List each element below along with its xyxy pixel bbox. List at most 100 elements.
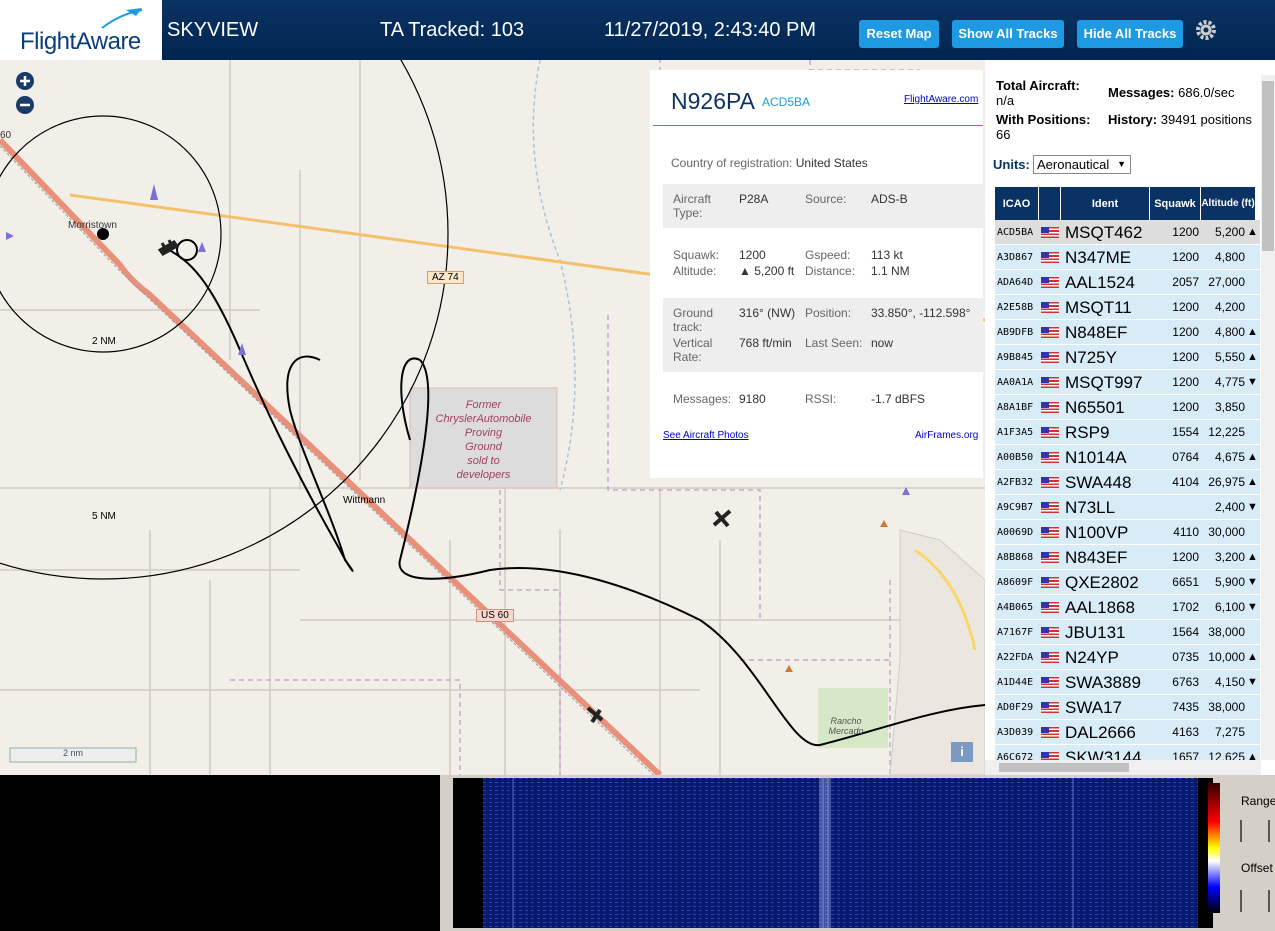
table-row[interactable]: A6C672 SKW3144 1657 12,625 ▲ bbox=[995, 745, 1260, 760]
flightaware-link[interactable]: FlightAware.com bbox=[904, 94, 979, 105]
table-row[interactable]: A1D44E SWA3889 6763 4,150 ▼ bbox=[995, 670, 1260, 695]
column-header[interactable]: Altitude (ft) bbox=[1201, 187, 1255, 220]
app-title: SKYVIEW bbox=[167, 19, 259, 41]
field-label: Position: bbox=[805, 306, 852, 320]
range-slider[interactable] bbox=[1240, 820, 1270, 842]
detail-group: Ground track: 316° (NW) Position: 33.850°, … bbox=[663, 298, 983, 372]
flag-icon bbox=[1041, 427, 1059, 438]
ident-cell: MSQT11 bbox=[1065, 298, 1132, 317]
stat-label: Messages: bbox=[1108, 85, 1175, 100]
field-label: Aircraft Type: bbox=[673, 192, 712, 220]
trend-cell: ▲ bbox=[1247, 326, 1258, 338]
table-row[interactable]: A8A1BF N65501 1200 3,850 bbox=[995, 395, 1260, 420]
column-header[interactable]: Ident bbox=[1061, 187, 1149, 220]
icao-cell: ACD5BA bbox=[997, 227, 1034, 238]
scale-bar: 2 nm bbox=[62, 748, 83, 758]
table-row[interactable]: A9B845 N725Y 1200 5,550 ▲ bbox=[995, 345, 1260, 370]
road-label: 60 bbox=[0, 130, 12, 141]
area-label-line: Proving bbox=[464, 427, 503, 439]
altitude-cell: 26,975 bbox=[1208, 475, 1245, 489]
spectrum-panel: Range Offset bbox=[440, 775, 1275, 931]
table-row[interactable]: A7167F JBU131 1564 38,000 bbox=[995, 620, 1260, 645]
flag-icon bbox=[1041, 702, 1059, 713]
altitude-cell: 30,000 bbox=[1208, 525, 1245, 539]
table-row[interactable]: A0069D N100VP 4110 30,000 bbox=[995, 520, 1260, 545]
ident-cell: MSQT997 bbox=[1065, 373, 1143, 392]
altitude-cell: 4,675 bbox=[1214, 450, 1245, 464]
table-row[interactable]: A8B868 N843EF 1200 3,200 ▲ bbox=[995, 545, 1260, 570]
field-value: 316° (NW) bbox=[739, 306, 796, 320]
icao-cell: A3D039 bbox=[997, 727, 1034, 738]
squawk-cell: 1564 bbox=[1172, 625, 1199, 639]
field-value: United States bbox=[795, 156, 868, 170]
photos-link[interactable]: See Aircraft Photos bbox=[663, 430, 749, 441]
table-row[interactable]: A9C9B7 N73LL 2,400 ▼ bbox=[995, 495, 1260, 520]
altitude-cell: 3,200 bbox=[1214, 550, 1245, 564]
zoom-buttons[interactable] bbox=[15, 71, 35, 115]
field-label: Ground track: bbox=[673, 306, 714, 334]
reset-map-button[interactable]: Reset Map bbox=[859, 20, 939, 48]
table-row[interactable]: ADA64D AAL1524 2057 27,000 bbox=[995, 270, 1260, 295]
field-value: P28A bbox=[739, 192, 769, 206]
squawk-cell: 4163 bbox=[1172, 725, 1199, 739]
ident-cell: AAL1868 bbox=[1065, 598, 1135, 617]
waterfall bbox=[453, 778, 1213, 928]
table-row[interactable]: A22FDA N24YP 0735 10,000 ▲ bbox=[995, 645, 1260, 670]
airframes-link[interactable]: AirFrames.org bbox=[915, 430, 979, 441]
offset-slider[interactable] bbox=[1240, 890, 1270, 912]
column-header[interactable]: Squawk bbox=[1150, 187, 1200, 220]
flag-canton bbox=[1041, 702, 1049, 708]
table-row[interactable]: A00B50 N1014A 0764 4,675 ▲ bbox=[995, 445, 1260, 470]
table-row[interactable]: AB9DFB N848EF 1200 4,800 ▲ bbox=[995, 320, 1260, 345]
flag-canton bbox=[1041, 327, 1049, 333]
ident-cell: RSP9 bbox=[1065, 423, 1110, 442]
trend-cell: ▼ bbox=[1247, 676, 1258, 688]
icao-cell: A9C9B7 bbox=[997, 502, 1034, 513]
icao-cell: A9B845 bbox=[997, 352, 1034, 363]
table-row[interactable]: AA0A1A MSQT997 1200 4,775 ▼ bbox=[995, 370, 1260, 395]
ident-cell: N848EF bbox=[1065, 323, 1128, 342]
logo-plane bbox=[101, 8, 143, 29]
squawk-cell: 6763 bbox=[1172, 675, 1199, 689]
column-header[interactable]: ICAO bbox=[995, 187, 1038, 220]
scrollbar[interactable] bbox=[1261, 75, 1275, 760]
show-tracks-button[interactable]: Show All Tracks bbox=[952, 20, 1064, 48]
flag-icon bbox=[1041, 527, 1059, 538]
flag-icon bbox=[1041, 402, 1059, 413]
flag-icon bbox=[1041, 502, 1059, 513]
table-row[interactable]: A3D867 N347ME 1200 4,800 bbox=[995, 245, 1260, 270]
table-row[interactable]: A4B065 AAL1868 1702 6,100 ▼ bbox=[995, 595, 1260, 620]
table-row[interactable]: A2FB32 SWA448 4104 26,975 ▲ bbox=[995, 470, 1260, 495]
flag-icon bbox=[1041, 552, 1059, 563]
units-select[interactable]: Aeronautical ▼ bbox=[1033, 155, 1131, 174]
icao-cell: A6C672 bbox=[997, 752, 1034, 760]
squawk-cell: 1200 bbox=[1172, 400, 1199, 414]
hide-tracks-button[interactable]: Hide All Tracks bbox=[1077, 20, 1183, 48]
flag-icon bbox=[1041, 627, 1059, 638]
table-row[interactable]: A3D039 DAL2666 4163 7,275 bbox=[995, 720, 1260, 745]
detail-row: Aircraft Type: P28A Source: ADS-B bbox=[673, 192, 973, 220]
ident-cell: N24YP bbox=[1065, 648, 1119, 667]
flag-icon bbox=[1041, 327, 1059, 338]
table-row[interactable]: A1F3A5 RSP9 1554 12,225 bbox=[995, 420, 1260, 445]
area-label-line: developers bbox=[456, 469, 511, 481]
field-value: 9180 bbox=[739, 392, 766, 406]
table-row[interactable]: AD0F29 SWA17 7435 38,000 bbox=[995, 695, 1260, 720]
altitude-cell: 6,100 bbox=[1214, 600, 1245, 614]
table-row[interactable]: A2E58B MSQT11 1200 4,200 bbox=[995, 295, 1260, 320]
settings-icon[interactable] bbox=[1195, 19, 1217, 41]
field-label: RSSI: bbox=[805, 392, 837, 406]
squawk-cell: 4110 bbox=[1173, 525, 1199, 539]
h-scrollbar[interactable] bbox=[985, 760, 1261, 775]
field-value: ADS-B bbox=[871, 192, 908, 206]
altitude-cell: 4,775 bbox=[1214, 375, 1245, 389]
aircraft-table: ACD5BA MSQT462 1200 5,200 ▲ A3D867 N347ME 1200 4… bbox=[985, 220, 1260, 760]
squawk-cell: 1200 bbox=[1172, 325, 1199, 339]
flag-canton bbox=[1041, 552, 1049, 558]
info-button[interactable]: i bbox=[951, 742, 973, 762]
altitude-cell: 3,850 bbox=[1214, 400, 1245, 414]
table-row[interactable]: A8609F QXE2802 6651 5,900 ▼ bbox=[995, 570, 1260, 595]
table-row[interactable]: ACD5BA MSQT462 1200 5,200 ▲ bbox=[995, 220, 1260, 245]
flag-canton bbox=[1041, 402, 1049, 408]
flag-canton bbox=[1041, 302, 1049, 308]
